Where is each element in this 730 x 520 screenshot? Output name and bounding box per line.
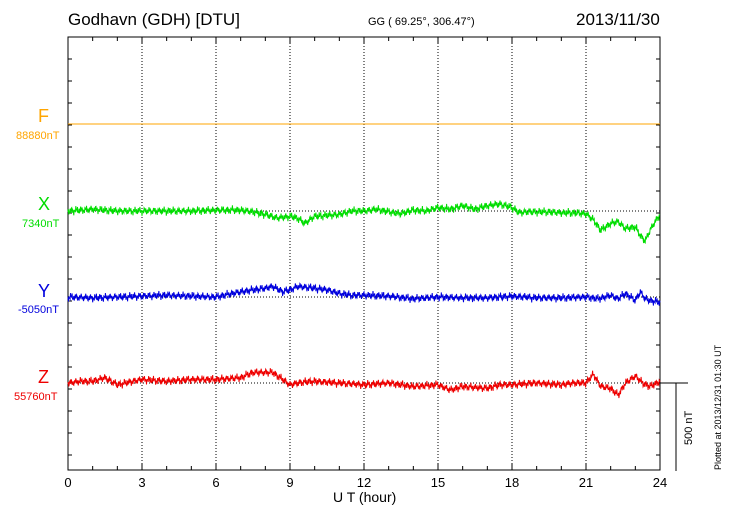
baseline-label-y: -5050nT (18, 304, 59, 316)
baseline-label-x: 7340nT (22, 218, 60, 230)
series-line-y (67, 282, 661, 306)
x-tick-label: 15 (431, 475, 445, 490)
series-line-x (67, 200, 661, 245)
x-tick-label: 21 (579, 475, 593, 490)
x-tick-label: 24 (653, 475, 667, 490)
baseline-label-f: 88880nT (16, 130, 60, 142)
component-label-f: F (38, 106, 49, 126)
component-label-x: X (38, 194, 51, 214)
x-tick-label: 0 (64, 475, 71, 490)
chart-date: 2013/11/30 (576, 10, 660, 29)
component-label-y: Y (38, 281, 51, 301)
x-tick-label: 3 (138, 475, 145, 490)
x-tick-label: 18 (505, 475, 519, 490)
baseline-label-z: 55760nT (14, 391, 58, 403)
component-label-z: Z (38, 367, 49, 387)
x-axis-label: U T (hour) (333, 489, 397, 505)
x-tick-label: 12 (357, 475, 371, 490)
scale-bar-label: 500 nT (683, 410, 695, 445)
x-tick-label: 6 (212, 475, 219, 490)
plotted-timestamp: Plotted at 2013/12/31 01:30 UT (713, 344, 723, 470)
geographic-coordinates: GG ( 69.25°, 306.47°) (368, 16, 475, 28)
x-tick-label: 9 (286, 475, 293, 490)
station-title: Godhavn (GDH) [DTU] (68, 10, 240, 29)
series-line-z (67, 367, 661, 399)
